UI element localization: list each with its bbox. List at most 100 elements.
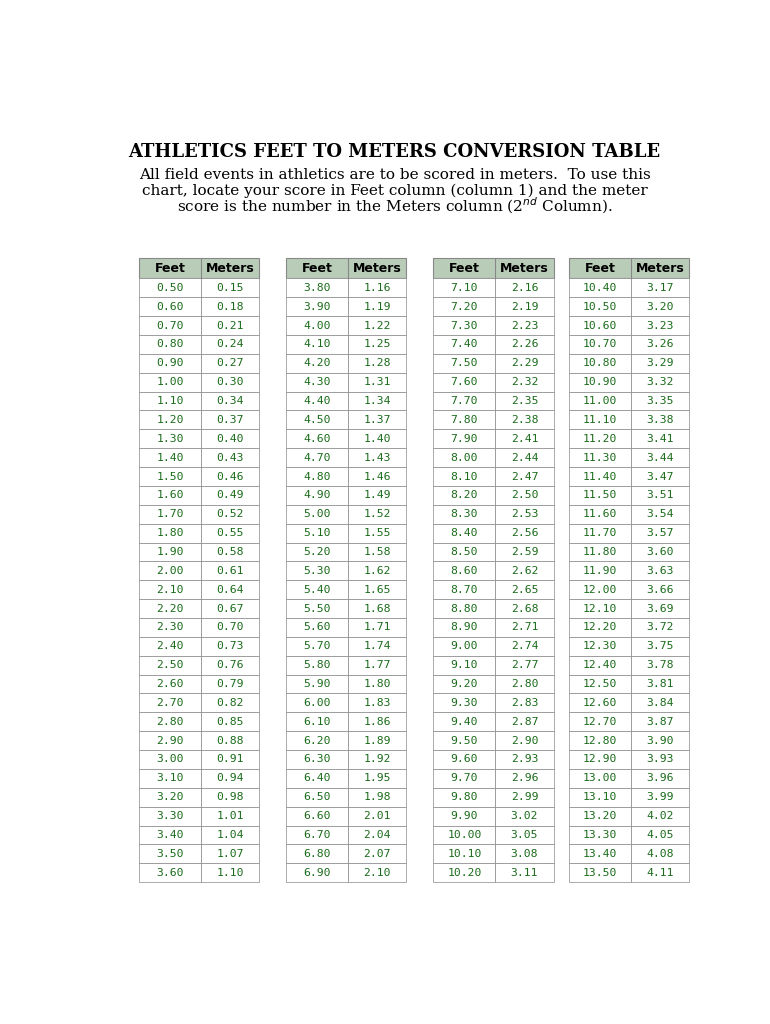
Bar [348,391,407,411]
Bar [201,467,259,486]
Bar [348,637,407,655]
Text: Feet: Feet [449,261,480,274]
Text: 13.10: 13.10 [583,793,618,802]
Text: 4.05: 4.05 [646,829,674,840]
Text: 5.40: 5.40 [303,585,331,595]
Bar [286,561,348,581]
Bar [286,297,348,316]
Text: 6.00: 6.00 [303,698,331,708]
Bar [348,750,407,769]
Text: 12.20: 12.20 [583,623,618,633]
Text: 2.80: 2.80 [156,717,183,727]
Bar [201,354,259,373]
Bar [495,449,554,467]
Bar [139,675,201,693]
Bar [348,618,407,637]
Text: 1.83: 1.83 [363,698,391,708]
Bar [286,655,348,675]
Bar [569,561,631,581]
Bar [569,316,631,335]
Bar [139,258,259,279]
Text: 3.81: 3.81 [646,679,674,689]
Text: 10.50: 10.50 [583,302,618,311]
Bar [569,279,631,297]
Text: 0.64: 0.64 [216,585,243,595]
Bar [201,750,259,769]
Text: 3.93: 3.93 [646,755,674,765]
Bar [434,637,495,655]
Bar [434,561,495,581]
Bar [201,316,259,335]
Bar [569,505,631,523]
Bar [495,561,554,581]
Bar [139,561,201,581]
Text: 3.84: 3.84 [646,698,674,708]
Text: 1.28: 1.28 [363,358,391,369]
Text: 1.04: 1.04 [216,829,243,840]
Bar [631,581,689,599]
Bar [631,505,689,523]
Bar [569,335,631,354]
Bar [495,373,554,391]
Text: 4.08: 4.08 [646,849,674,859]
Text: 4.02: 4.02 [646,811,674,821]
Text: 5.80: 5.80 [303,660,331,670]
Bar [139,863,201,882]
Text: 13.20: 13.20 [583,811,618,821]
Bar [434,863,495,882]
Bar [139,354,201,373]
Text: 1.31: 1.31 [363,377,391,387]
Text: 2.99: 2.99 [511,793,538,802]
Bar [434,429,495,449]
Text: 4.40: 4.40 [303,396,331,407]
Bar [348,297,407,316]
Bar [631,486,689,505]
Text: 2.47: 2.47 [511,471,538,481]
Bar [139,845,201,863]
Text: 1.50: 1.50 [156,471,183,481]
Bar [201,411,259,429]
Bar [495,354,554,373]
Text: 2.00: 2.00 [156,566,183,575]
Text: 3.75: 3.75 [646,641,674,651]
Text: 0.58: 0.58 [216,547,243,557]
Text: 10.20: 10.20 [447,867,481,878]
Bar [569,486,631,505]
Text: 11.00: 11.00 [583,396,618,407]
Text: 13.00: 13.00 [583,773,618,783]
Text: 1.52: 1.52 [363,509,391,519]
Bar [286,769,348,787]
Bar [139,581,201,599]
Text: 0.79: 0.79 [216,679,243,689]
Bar [495,599,554,618]
Bar [348,486,407,505]
Text: 0.15: 0.15 [216,283,243,293]
Text: 3.44: 3.44 [646,453,674,463]
Text: 8.20: 8.20 [450,490,478,501]
Text: 12.50: 12.50 [583,679,618,689]
Text: 11.10: 11.10 [583,415,618,425]
Text: 2.23: 2.23 [511,321,538,331]
Text: 1.10: 1.10 [156,396,183,407]
Bar [631,807,689,825]
Bar [569,750,631,769]
Bar [201,523,259,543]
Bar [286,863,348,882]
Bar [434,335,495,354]
Text: 8.60: 8.60 [450,566,478,575]
Text: 3.41: 3.41 [646,434,674,443]
Text: 11.70: 11.70 [583,528,618,538]
Bar [201,731,259,750]
Bar [434,258,554,279]
Text: 2.29: 2.29 [511,358,538,369]
Bar [348,543,407,561]
Text: 2.50: 2.50 [156,660,183,670]
Text: 2.44: 2.44 [511,453,538,463]
Text: 1.00: 1.00 [156,377,183,387]
Text: 12.30: 12.30 [583,641,618,651]
Bar [286,599,348,618]
Bar [434,505,495,523]
Bar [139,655,201,675]
Bar [139,637,201,655]
Text: 0.37: 0.37 [216,415,243,425]
